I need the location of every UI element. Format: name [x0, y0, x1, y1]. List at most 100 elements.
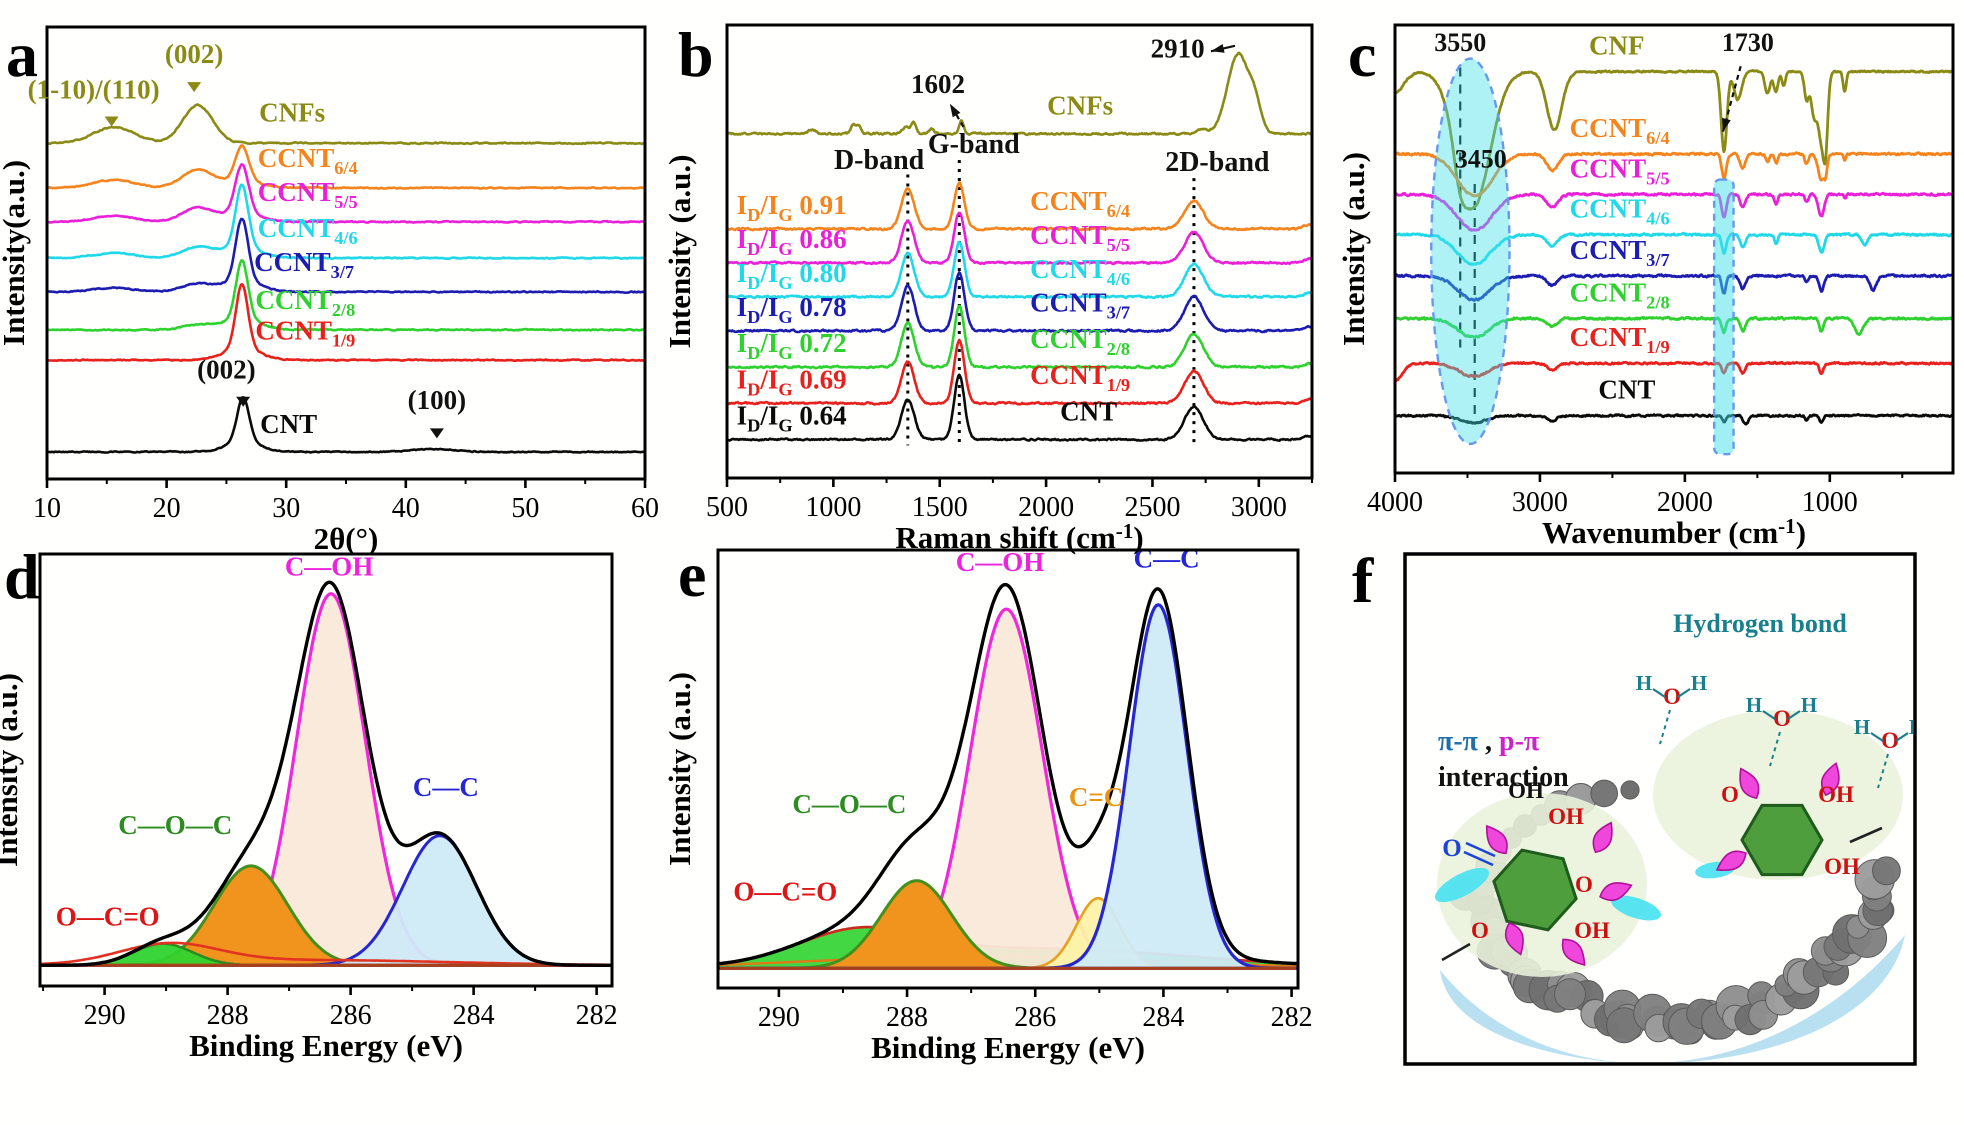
curve-CCNT-2/8	[1396, 315, 1952, 340]
xps-chart-1: C—OH C—O—C C—C O—C=O 290 288 286 284 282 Binding …	[0, 541, 618, 1063]
water-hydrogen-label: H	[1636, 671, 1652, 695]
x-tick-label: 20	[153, 493, 181, 524]
curve-CCNT-1/9	[1396, 360, 1952, 383]
annotation: 2910	[1151, 34, 1205, 64]
arrow-head	[1211, 44, 1225, 53]
carbonyl-oxygen-label: O	[1442, 835, 1461, 862]
plot-frame	[1393, 23, 1955, 475]
series-label: CCNT2/8	[1030, 324, 1130, 359]
id-ig-ratio: ID/IG 0.69	[737, 364, 847, 399]
y-axis-title: Intensity(a.u.)	[0, 160, 31, 346]
panel-c-ftir: CNF CCNT6/4 CCNT5/5 CCNT4/6 CCNT3/7 CCNT2/8 CC…	[1330, 6, 1964, 556]
arrow-head	[949, 103, 961, 118]
series-label: CCNT3/7	[1570, 235, 1670, 270]
x-tick-label: 290	[84, 1000, 126, 1031]
x-tick-label: 40	[392, 493, 420, 524]
glucose-ring	[1492, 848, 1578, 932]
series-label: CCNT2/8	[1570, 277, 1670, 312]
panel-b-raman: CNFs CCNT6/4 ID/IG 0.91 CCNT5/5 ID/IG 0.86 CC…	[660, 6, 1330, 556]
curve-CCNT-1/9	[48, 283, 644, 363]
series-label: CCNT5/5	[1570, 153, 1670, 188]
peak-marker	[187, 82, 202, 93]
x-tick-label: 4000	[1367, 487, 1423, 518]
curve-CCNT-6/4	[1396, 151, 1952, 198]
panel-letter-b: b	[678, 19, 714, 90]
x-tick-label: 284	[1142, 1002, 1184, 1033]
spectra-curves	[48, 103, 644, 454]
curve-CCNT-3/7	[1396, 273, 1952, 302]
panel-letter-c: c	[1348, 19, 1376, 90]
xps-envelope	[40, 580, 612, 967]
series-label: CNFs	[259, 97, 325, 127]
water-hydrogen-label: H	[1854, 715, 1870, 739]
panel-letter-d: d	[4, 541, 40, 612]
xps-peak-label: C=C	[1069, 782, 1123, 812]
id-ig-ratio: ID/IG 0.91	[737, 190, 847, 225]
pi-electron-cloud	[1611, 895, 1661, 921]
x-axis-title: 2θ(°)	[314, 521, 379, 556]
water-swoosh-graphic	[1440, 935, 1905, 1062]
x-axis: 290 288 286 284 282	[42, 986, 618, 1031]
curve-CCNT-2/8	[728, 304, 1311, 370]
panel-letter-e: e	[678, 539, 706, 610]
curve-CCNT-5/5	[48, 163, 644, 224]
x-axis: 290 288 286 284 282	[758, 988, 1313, 1033]
peak-marker	[429, 428, 444, 439]
annotation: 3450	[1455, 144, 1507, 173]
xps-peak-label: C—OH	[956, 547, 1045, 577]
plot-frame	[38, 552, 614, 988]
x-tick-label: 2000	[1018, 492, 1074, 523]
curve-CCNT-4/6	[48, 183, 644, 261]
annotation: D-band	[834, 145, 925, 176]
annotation: (100)	[408, 385, 466, 415]
y-axis-title: Intensity (a.u.)	[0, 673, 24, 867]
pi-electron-cloud	[1435, 867, 1489, 903]
ring-oxygen-label: O	[1575, 872, 1593, 897]
raman-chart: CNFs CCNT6/4 ID/IG 0.91 CCNT5/5 ID/IG 0.86 CC…	[662, 19, 1314, 555]
curve-CNFs	[48, 103, 644, 146]
x-axis: 500 1000 1500 2000 2500 3000	[706, 478, 1313, 523]
xps-peak-label: C—O—C	[118, 810, 232, 840]
curve-CNFs	[728, 51, 1311, 137]
annotation: 2D-band	[1165, 147, 1270, 178]
peak-marker	[104, 116, 119, 127]
xps-peak-label: O—C=O	[733, 876, 837, 906]
series-label: CCNT6/4	[1030, 186, 1130, 221]
annotation: 3550	[1434, 28, 1486, 57]
series-label: CNF	[1589, 31, 1645, 61]
series-label: CCNT5/5	[1030, 220, 1130, 255]
xrd-chart: CNFsCCNT6/4CCNT5/5CCNT4/6CCNT3/7CCNT2/8C…	[0, 19, 659, 556]
p-orbital-droplets	[1485, 762, 1840, 967]
spectra-curves	[1396, 69, 1952, 426]
hydroxyl-label: OH	[1818, 782, 1854, 807]
xps-peak-label: C—C	[413, 772, 479, 802]
ring-oxygen-label: O	[1471, 918, 1489, 943]
x-axis: 10 20 30 40 50 60	[33, 479, 659, 524]
water-hydrogen-label: H	[1746, 693, 1762, 717]
xps-peak-label: C—OH	[285, 552, 374, 582]
annotation: G-band	[928, 129, 1020, 160]
x-tick-label: 288	[207, 1000, 249, 1031]
panel-frame	[1403, 552, 1917, 1066]
series-label: CNT	[260, 409, 317, 439]
curve-CCNT-4/6	[1396, 231, 1952, 266]
series-label: CNFs	[1047, 91, 1113, 121]
hydroxyl-label: OH	[1548, 804, 1584, 829]
x-axis-title: Wavenumber (cm-1)	[1542, 514, 1806, 550]
curve-CCNT-6/4	[48, 144, 644, 190]
plot-frame	[725, 23, 1314, 480]
curve-CCNT-4/6	[728, 240, 1311, 300]
annotation: 1730	[1722, 28, 1774, 57]
water-molecule: OH H	[1746, 693, 1817, 767]
id-ig-ratio: ID/IG 0.80	[737, 258, 847, 293]
series-label: CCNT1/9	[1570, 322, 1670, 357]
x-tick-label: 284	[453, 1000, 495, 1031]
panel-d-xps: C—OH C—O—C C—C O—C=O 290 288 286 284 282 Binding …	[0, 540, 660, 1125]
hydroxyl-label: OH	[1574, 918, 1610, 943]
id-ig-ratio: ID/IG 0.86	[737, 224, 847, 259]
annotation: (002)	[165, 39, 223, 69]
pi-pi-p-pi-label: π-π , p-π	[1438, 726, 1540, 757]
series-label: CCNT4/6	[1570, 194, 1670, 229]
y-axis-title: Intensity (a.u.)	[662, 672, 697, 866]
